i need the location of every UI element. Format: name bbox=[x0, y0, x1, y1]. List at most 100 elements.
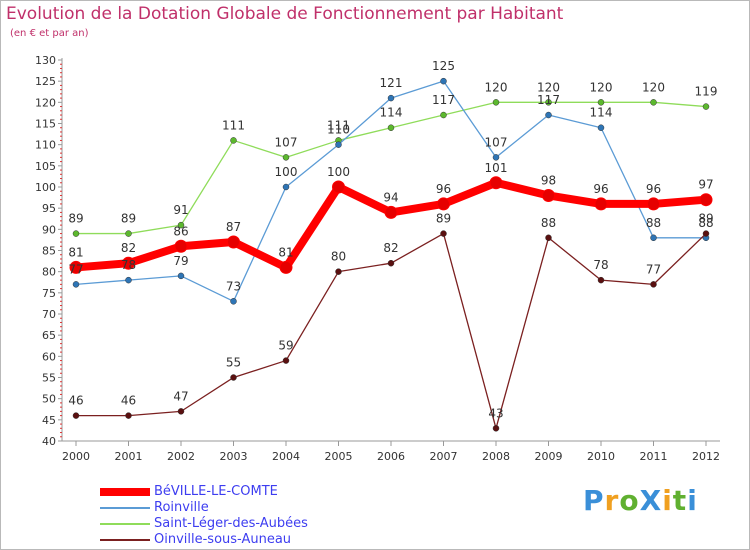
data-label: 98 bbox=[541, 173, 556, 187]
data-label: 46 bbox=[121, 394, 136, 408]
data-label: 110 bbox=[327, 123, 350, 137]
y-tick-label: 55 bbox=[42, 372, 56, 385]
data-label: 89 bbox=[436, 212, 451, 226]
data-point bbox=[282, 183, 290, 191]
legend-swatch bbox=[100, 539, 150, 541]
data-label: 100 bbox=[275, 165, 298, 179]
data-label: 59 bbox=[278, 339, 293, 353]
x-tick-label: 2004 bbox=[272, 450, 300, 463]
y-tick-label: 70 bbox=[42, 308, 56, 321]
data-point bbox=[597, 276, 605, 284]
data-point bbox=[335, 268, 342, 275]
y-tick-label: 40 bbox=[42, 435, 56, 448]
series-layer bbox=[69, 77, 713, 432]
proxiti-logo: ProXiti bbox=[583, 484, 698, 517]
y-tick-label: 100 bbox=[35, 181, 56, 194]
y-tick-label: 75 bbox=[42, 287, 56, 300]
y-tick-label: 105 bbox=[35, 160, 56, 173]
data-label: 79 bbox=[173, 254, 188, 268]
data-label: 78 bbox=[593, 258, 608, 272]
data-point bbox=[282, 154, 290, 161]
data-point bbox=[335, 141, 342, 148]
x-tick-label: 2000 bbox=[62, 450, 90, 463]
series-Saint-Léger-des-Aubées bbox=[72, 99, 710, 237]
data-label: 91 bbox=[173, 203, 188, 217]
x-tick-label: 2003 bbox=[220, 450, 248, 463]
x-tick-label: 2001 bbox=[115, 450, 143, 463]
legend-swatch bbox=[100, 488, 150, 496]
data-point bbox=[699, 193, 713, 207]
data-label: 82 bbox=[121, 241, 136, 255]
data-label: 88 bbox=[698, 216, 713, 230]
legend-label: Saint-Léger-des-Aubées bbox=[154, 516, 308, 531]
data-label: 107 bbox=[485, 135, 508, 149]
series-BéVILLE-LE-COMTE bbox=[69, 176, 713, 274]
x-tick-label: 2011 bbox=[640, 450, 668, 463]
data-point bbox=[230, 137, 237, 144]
data-point bbox=[174, 239, 188, 253]
data-point bbox=[597, 124, 605, 131]
data-point bbox=[440, 230, 447, 237]
data-label: 107 bbox=[275, 135, 298, 149]
x-tick-label: 2002 bbox=[167, 450, 195, 463]
data-label: 87 bbox=[226, 220, 241, 234]
data-point bbox=[492, 425, 500, 432]
data-point bbox=[387, 94, 395, 102]
data-point bbox=[72, 230, 80, 237]
legend-label: BéVILLE-LE-COMTE bbox=[154, 484, 278, 499]
data-point bbox=[125, 230, 132, 237]
data-label: 55 bbox=[226, 356, 241, 370]
legend-swatch bbox=[100, 507, 150, 509]
data-label: 97 bbox=[698, 178, 713, 192]
chart-subtitle: (en € et par an) bbox=[10, 28, 89, 39]
x-tick-label: 2010 bbox=[587, 450, 615, 463]
data-point bbox=[125, 412, 132, 419]
data-label: 89 bbox=[121, 212, 136, 226]
data-point bbox=[440, 77, 447, 85]
data-point bbox=[69, 260, 83, 274]
y-tick-label: 120 bbox=[35, 96, 56, 109]
data-point bbox=[650, 99, 657, 106]
data-label: 119 bbox=[695, 85, 718, 99]
data-point bbox=[387, 259, 395, 267]
y-tick-label: 110 bbox=[35, 139, 56, 152]
legend-label: Roinville bbox=[154, 500, 209, 515]
data-label: 88 bbox=[646, 216, 661, 230]
y-tick-label: 80 bbox=[42, 266, 56, 279]
x-tick-label: 2006 bbox=[377, 450, 405, 463]
data-label: 46 bbox=[68, 394, 83, 408]
series-Oinville-sous-Auneau bbox=[72, 230, 710, 432]
data-label: 120 bbox=[485, 80, 508, 94]
data-point bbox=[122, 256, 135, 270]
data-label: 125 bbox=[432, 59, 455, 73]
line-chart: 4045505560657075808590951001051101151201… bbox=[35, 54, 720, 463]
y-tick-label: 125 bbox=[35, 75, 56, 88]
series-Roinville bbox=[72, 77, 710, 305]
y-tick-label: 45 bbox=[42, 414, 56, 427]
data-label: 96 bbox=[436, 182, 451, 196]
chart-title: Evolution de la Dotation Globale de Fonc… bbox=[6, 4, 564, 24]
x-tick-label: 2005 bbox=[325, 450, 353, 463]
data-point bbox=[72, 281, 80, 288]
data-label: 111 bbox=[327, 118, 350, 132]
data-point bbox=[230, 374, 237, 381]
y-tick-label: 95 bbox=[42, 202, 56, 215]
data-label: 96 bbox=[593, 182, 608, 196]
data-point bbox=[282, 357, 290, 364]
x-tick-label: 2012 bbox=[692, 450, 720, 463]
y-tick-label: 60 bbox=[42, 350, 56, 363]
data-label: 88 bbox=[541, 216, 556, 230]
data-point bbox=[489, 176, 503, 190]
data-point bbox=[647, 197, 660, 211]
y-tick-label: 50 bbox=[42, 393, 56, 406]
data-label: 89 bbox=[68, 212, 83, 226]
y-tick-label: 85 bbox=[42, 245, 56, 258]
legend-swatch bbox=[100, 523, 150, 525]
data-label: 77 bbox=[646, 262, 661, 276]
data-point bbox=[177, 408, 185, 415]
data-point bbox=[702, 230, 710, 237]
legend-label: Oinville-sous-Auneau bbox=[154, 532, 292, 547]
data-point bbox=[702, 103, 710, 110]
